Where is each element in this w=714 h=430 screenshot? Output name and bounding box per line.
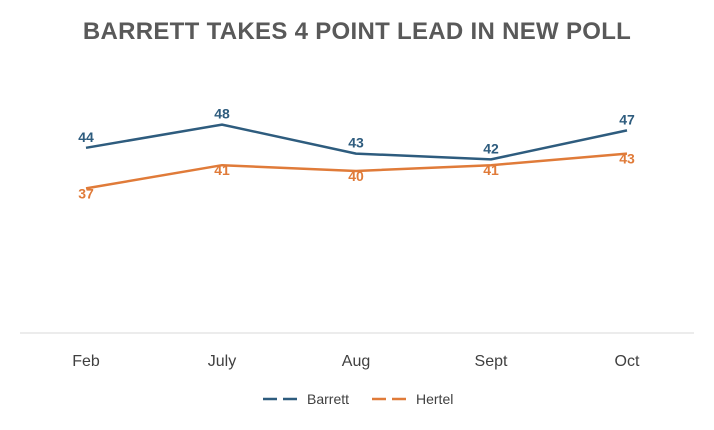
legend-label-barrett: Barrett: [307, 391, 349, 407]
chart-title: BARRETT TAKES 4 POINT LEAD IN NEW POLL: [82, 18, 632, 45]
series-line-hertel: [85, 152, 628, 190]
x-tick-label-aug: Aug: [342, 353, 370, 370]
data-label-hertel-feb: 37: [78, 185, 94, 201]
data-label-barrett-july: 48: [214, 106, 230, 122]
data-label-hertel-aug: 40: [348, 168, 364, 184]
series-line-barrett: [85, 123, 628, 161]
x-tick-label-july: July: [208, 353, 236, 370]
x-tick-label-sept: Sept: [475, 353, 508, 370]
data-label-barrett-oct: 47: [619, 111, 635, 127]
x-tick-label-oct: Oct: [615, 353, 640, 370]
data-label-hertel-oct: 43: [619, 151, 635, 167]
x-tick-label-feb: Feb: [72, 353, 100, 370]
data-label-barrett-feb: 44: [78, 129, 94, 145]
data-label-barrett-aug: 43: [348, 135, 364, 151]
data-label-hertel-july: 41: [214, 162, 230, 178]
legend-label-hertel: Hertel: [416, 391, 453, 407]
data-label-barrett-sept: 42: [483, 140, 499, 156]
data-label-hertel-sept: 41: [483, 162, 499, 178]
